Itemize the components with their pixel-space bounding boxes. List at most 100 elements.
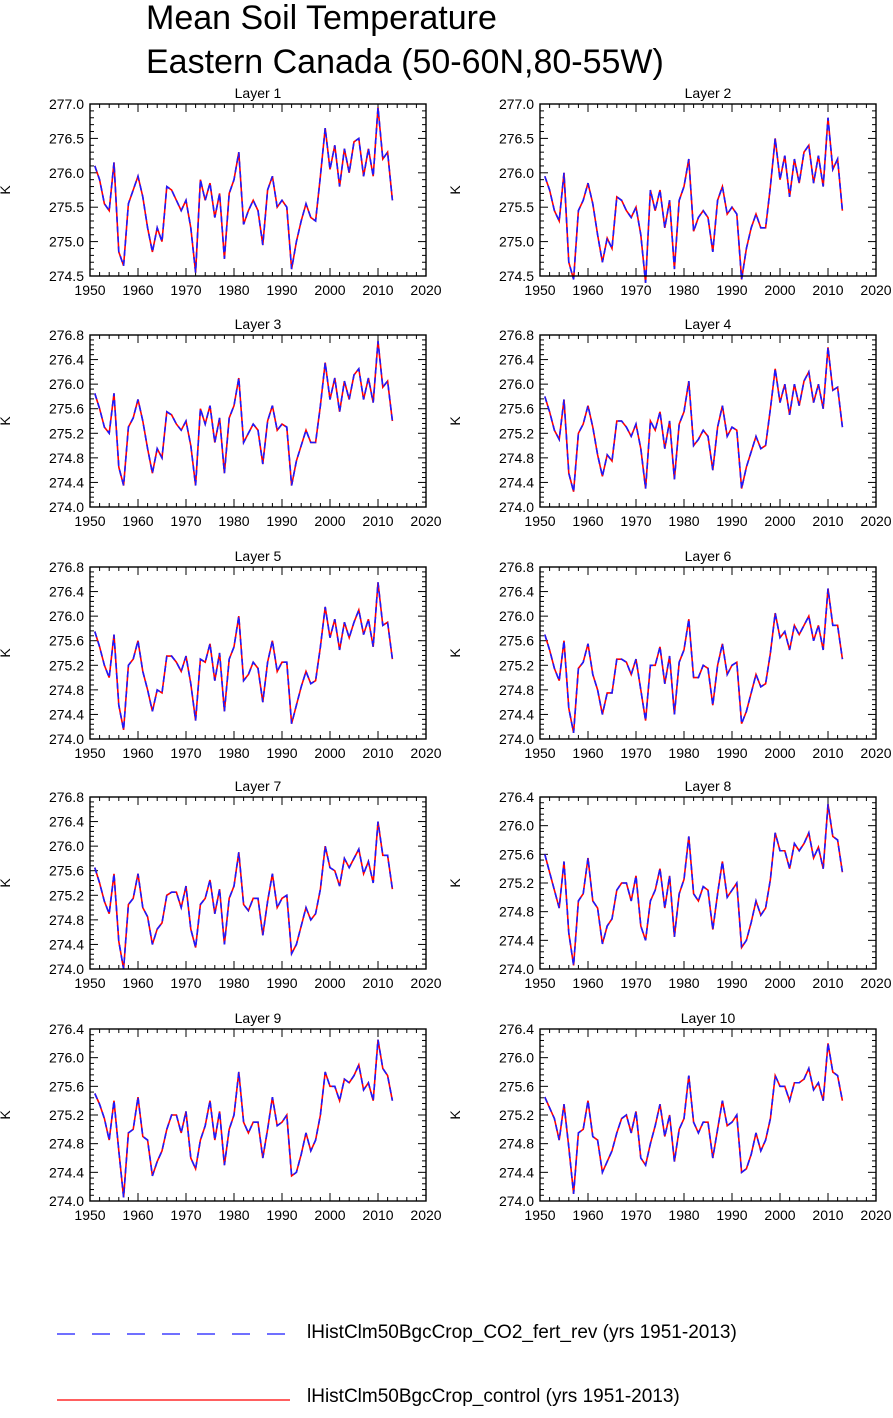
x-tick-label: 2010 (362, 1207, 393, 1223)
y-tick-label: 274.0 (49, 731, 84, 747)
y-axis-label: K (0, 416, 13, 426)
x-tick-label: 2010 (812, 282, 843, 298)
y-tick-label: 274.0 (49, 961, 84, 977)
y-tick-label: 277.0 (499, 96, 534, 112)
y-tick-label: 274.0 (499, 1193, 534, 1209)
y-tick-label: 274.0 (499, 961, 534, 977)
y-axis-label: K (0, 185, 13, 195)
panels-container: Layer 1 K 1950 1960 1970 1980 1990 2000 2010 2020… (0, 85, 892, 1223)
x-tick-label: 1990 (716, 1207, 747, 1223)
series-line-co2-fert (94, 1039, 394, 1198)
y-tick-label: 275.6 (49, 401, 84, 417)
series-line-control (94, 107, 394, 273)
x-tick-label: 1990 (266, 282, 297, 298)
chart-panel: Layer 8 K 1950 1960 1970 1980 1990 2000 2010 2020… (447, 778, 892, 991)
y-tick-label: 274.5 (49, 268, 84, 284)
y-tick-label: 275.0 (49, 234, 84, 250)
y-tick-label: 275.2 (49, 657, 84, 673)
y-tick-label: 274.8 (49, 912, 84, 928)
panel-title: Layer 4 (685, 316, 732, 332)
panel-title: Layer 3 (235, 316, 282, 332)
y-axis-label: K (0, 878, 13, 888)
y-tick-label: 275.2 (49, 887, 84, 903)
y-axis-label: K (0, 648, 13, 658)
x-tick-label: 1980 (218, 975, 249, 991)
y-tick-label: 274.4 (49, 936, 84, 952)
x-tick-label: 1970 (620, 282, 651, 298)
y-tick-label: 276.4 (49, 584, 84, 600)
x-tick-label: 1990 (266, 975, 297, 991)
y-tick-label: 276.8 (499, 327, 534, 343)
y-tick-label: 274.4 (49, 706, 84, 722)
x-tick-label: 1960 (572, 1207, 603, 1223)
x-tick-label: 1950 (524, 975, 555, 991)
panel-title: Layer 7 (235, 778, 282, 794)
x-tick-label: 2010 (812, 1207, 843, 1223)
x-tick-label: 2010 (362, 975, 393, 991)
figure-title: Mean Soil Temperature (146, 0, 497, 37)
panel-title: Layer 9 (235, 1010, 282, 1026)
chart-panel: Layer 7 K 1950 1960 1970 1980 1990 2000 2010 2020… (0, 778, 442, 991)
legend-entry-co2-fert: lHistClm50BgcCrop_CO2_fert_rev (yrs 1951… (0, 1322, 893, 1352)
x-tick-label: 1960 (122, 513, 153, 529)
y-tick-label: 276.4 (499, 352, 534, 368)
x-tick-label: 1980 (668, 745, 699, 761)
chart-panel: Layer 5 K 1950 1960 1970 1980 1990 2000 2010 2020… (0, 548, 442, 761)
y-tick-label: 274.8 (499, 450, 534, 466)
x-tick-label: 1960 (572, 513, 603, 529)
y-tick-label: 275.0 (499, 234, 534, 250)
panel-title: Layer 2 (685, 85, 732, 101)
y-tick-label: 276.0 (49, 1050, 84, 1066)
x-tick-label: 1950 (74, 1207, 105, 1223)
series-line-co2-fert (544, 347, 844, 492)
y-tick-label: 276.0 (49, 608, 84, 624)
y-tick-label: 275.5 (499, 199, 534, 215)
y-tick-label: 274.4 (499, 706, 534, 722)
legend-label: lHistClm50BgcCrop_control (yrs 1951-2013… (307, 1386, 680, 1407)
series-line-control (544, 347, 844, 492)
x-tick-label: 1980 (668, 975, 699, 991)
x-tick-label: 2000 (314, 1207, 345, 1223)
series-line-co2-fert (544, 588, 844, 734)
x-tick-label: 1950 (74, 745, 105, 761)
panel-title: Layer 5 (235, 548, 282, 564)
plot-frame (89, 334, 427, 508)
x-tick-label: 2010 (812, 745, 843, 761)
y-tick-label: 274.0 (499, 731, 534, 747)
y-tick-label: 274.8 (49, 450, 84, 466)
y-axis-label: K (447, 648, 463, 658)
y-axis-label: K (447, 185, 463, 195)
x-tick-label: 1980 (668, 513, 699, 529)
y-tick-label: 275.2 (499, 425, 534, 441)
legend-swatch-solid (57, 1399, 290, 1401)
x-tick-label: 2010 (812, 513, 843, 529)
x-tick-label: 1970 (170, 745, 201, 761)
x-tick-label: 1980 (668, 282, 699, 298)
y-tick-label: 275.6 (499, 633, 534, 649)
y-tick-label: 276.4 (499, 789, 534, 805)
x-tick-label: 1970 (170, 1207, 201, 1223)
plot-frame (89, 566, 427, 740)
panel-title: Layer 6 (685, 548, 732, 564)
x-tick-label: 2000 (764, 282, 795, 298)
x-tick-label: 2000 (314, 975, 345, 991)
x-tick-label: 2020 (860, 975, 891, 991)
x-tick-label: 1980 (218, 282, 249, 298)
x-tick-label: 1980 (218, 745, 249, 761)
y-tick-label: 276.8 (499, 559, 534, 575)
series-line-control (94, 821, 394, 970)
x-tick-label: 2020 (410, 513, 441, 529)
y-tick-label: 276.8 (49, 559, 84, 575)
x-tick-label: 1990 (266, 745, 297, 761)
y-axis-label: K (447, 416, 463, 426)
y-tick-label: 276.4 (49, 1021, 84, 1037)
y-tick-label: 275.6 (499, 846, 534, 862)
x-tick-label: 2010 (362, 513, 393, 529)
y-tick-label: 274.4 (499, 932, 534, 948)
panel-title: Layer 10 (681, 1010, 736, 1026)
x-tick-label: 1970 (170, 975, 201, 991)
y-tick-label: 276.4 (499, 584, 534, 600)
x-tick-label: 1950 (74, 282, 105, 298)
y-tick-label: 276.0 (499, 165, 534, 181)
y-tick-label: 276.4 (499, 1021, 534, 1037)
